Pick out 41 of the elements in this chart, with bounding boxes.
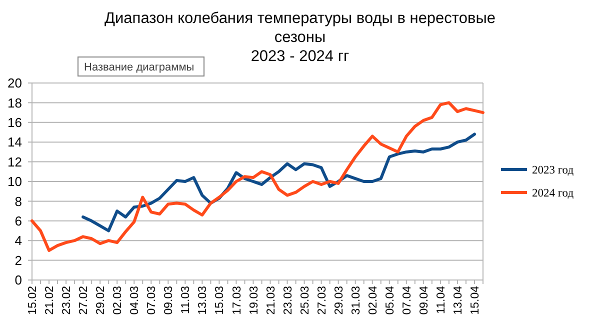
y-tick-label: 6 bbox=[14, 213, 22, 228]
y-tick-label: 20 bbox=[8, 76, 22, 91]
x-tick-label: 11.03 bbox=[180, 286, 192, 314]
x-tick-label: 23.02 bbox=[61, 286, 74, 315]
x-tick-label: 27.03 bbox=[316, 286, 328, 315]
y-tick-label: 16 bbox=[8, 114, 22, 130]
y-tick-label: 18 bbox=[8, 95, 22, 110]
x-tick-label: 02.03 bbox=[112, 286, 124, 315]
x-tick-label: 04.03 bbox=[129, 286, 142, 315]
x-tick-label: 13.04 bbox=[452, 285, 464, 315]
y-tick-label: 14 bbox=[8, 134, 22, 150]
x-tick-label: 09.04 bbox=[418, 285, 430, 315]
line-series bbox=[30, 101, 484, 252]
x-tick-label: 29.02 bbox=[95, 286, 108, 315]
x-tick-label: 17.03 bbox=[231, 286, 244, 315]
x-tick-label: 05.04 bbox=[384, 285, 396, 315]
x-tick-label: 07.04 bbox=[401, 285, 414, 315]
legend-label: 2023 год bbox=[532, 164, 574, 177]
legend-label: 2024 год bbox=[532, 188, 574, 200]
x-tick-label: 23.03 bbox=[282, 286, 294, 315]
x-tick-label: 09.03 bbox=[163, 286, 176, 315]
y-tick-label: 0 bbox=[14, 272, 22, 288]
x-tick-label: 21.03 bbox=[265, 286, 278, 315]
x-tick-label: 31.03 bbox=[350, 286, 362, 315]
x-tick-label: 07.03 bbox=[146, 286, 158, 315]
y-tick-label: 12 bbox=[8, 154, 22, 170]
x-tick-label: 02.04 bbox=[367, 285, 380, 315]
y-tick-label: 4 bbox=[14, 233, 22, 248]
x-tick-label: 15.03 bbox=[214, 286, 226, 315]
x-tick-label: 21.02 bbox=[44, 286, 56, 315]
x-tick-label: 25.03 bbox=[299, 286, 312, 315]
y-tick-label: 8 bbox=[14, 194, 22, 209]
y-tick-label: 2 bbox=[14, 252, 22, 268]
x-tick-label: 19.03 bbox=[248, 286, 260, 315]
x-tick-label: 27.02 bbox=[78, 286, 90, 315]
x-tick-label: 15.02 bbox=[27, 286, 40, 315]
x-tick-label: 13.03 bbox=[197, 286, 210, 315]
x-tick-label: 15.04 bbox=[470, 285, 482, 315]
x-tick-label: 11.04 bbox=[435, 285, 448, 314]
y-tick-label: 10 bbox=[8, 174, 22, 190]
x-tick-label: 29.03 bbox=[333, 286, 346, 315]
